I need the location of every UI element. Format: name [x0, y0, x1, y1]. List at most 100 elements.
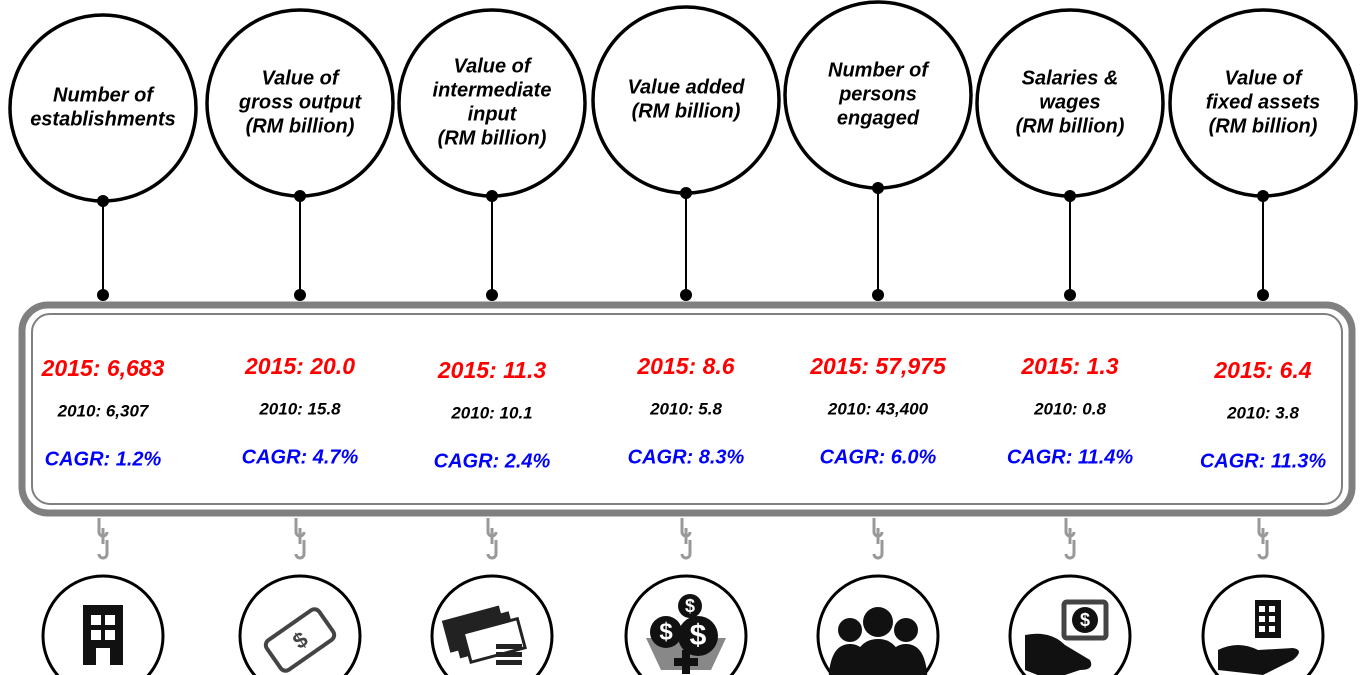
cagr: CAGR: 4.7% — [242, 446, 359, 468]
icon-shape — [1061, 599, 1109, 641]
icon-shape — [1269, 616, 1275, 622]
chain — [1064, 518, 1076, 560]
icon-shape — [650, 616, 682, 648]
icon-shape — [1259, 616, 1265, 622]
icon — [441, 605, 527, 665]
label-line: Salaries & — [1022, 67, 1119, 89]
cagr: CAGR: 8.3% — [628, 446, 745, 468]
icon-shape — [96, 648, 110, 665]
label-line: persons — [838, 83, 917, 105]
label-line: engaged — [837, 107, 920, 129]
cagr: CAGR: 2.4% — [434, 450, 551, 472]
value-2010: 2010: 43,400 — [827, 399, 929, 418]
icon-shape — [1072, 607, 1098, 633]
chain — [680, 518, 692, 560]
dot — [486, 190, 498, 202]
cagr: CAGR: 11.4% — [1007, 446, 1134, 468]
chain — [97, 518, 109, 560]
dot — [1257, 289, 1269, 301]
label-line: Value of — [453, 55, 532, 77]
label-line: Value of — [1224, 67, 1303, 89]
icon-shape — [674, 650, 698, 674]
label-line: fixed assets — [1206, 91, 1321, 113]
icon-shape — [1218, 645, 1299, 675]
dot — [680, 187, 692, 199]
value-2010: 2010: 10.1 — [450, 403, 532, 422]
dot — [1064, 289, 1076, 301]
icon-shape — [91, 630, 101, 640]
dot — [97, 195, 109, 207]
chain — [486, 518, 498, 560]
label-line: Value of — [261, 67, 340, 89]
icon: $ — [1025, 599, 1109, 675]
icon-shape — [496, 644, 522, 649]
value-2010: 2010: 6,307 — [57, 401, 150, 420]
value-2015: 2015: 11.3 — [437, 357, 546, 383]
cagr: CAGR: 11.3% — [1200, 450, 1327, 472]
dot — [486, 289, 498, 301]
dot — [294, 289, 306, 301]
label-line: (RM billion) — [246, 115, 355, 137]
label-line: (RM billion) — [1016, 115, 1125, 137]
label-line: Value added — [627, 76, 745, 98]
label-line: gross output — [238, 91, 363, 113]
icon-shape: $ — [685, 596, 695, 616]
value-2010: 2010: 5.8 — [649, 399, 722, 418]
label-line: wages — [1039, 91, 1100, 113]
icon-shape — [1259, 626, 1265, 632]
icon-shape — [1269, 606, 1275, 612]
icon-shape — [105, 630, 115, 640]
label-line: input — [468, 103, 518, 125]
label-line: Number of — [828, 59, 930, 81]
cagr: CAGR: 6.0% — [820, 446, 937, 468]
label-line: (RM billion) — [1209, 115, 1318, 137]
icon-shape — [1025, 633, 1092, 675]
value-2015: 2015: 6.4 — [1213, 357, 1311, 383]
icon-shape — [863, 607, 893, 637]
icon-shape — [894, 618, 918, 642]
icon-shape — [678, 594, 702, 618]
value-2010: 2010: 3.8 — [1226, 403, 1299, 422]
panel-inner — [31, 313, 1343, 505]
value-2010: 2010: 0.8 — [1033, 399, 1106, 418]
dot — [1064, 190, 1076, 202]
icon — [83, 605, 123, 665]
label-line: establishments — [30, 108, 176, 130]
icon: $ $ $ — [646, 594, 726, 674]
icon-shape — [1255, 600, 1281, 638]
icon-shape — [105, 615, 115, 625]
icon-shape: $ — [1080, 610, 1090, 630]
icon-shape — [1259, 606, 1265, 612]
chain — [294, 518, 306, 560]
value-2015: 2015: 20.0 — [244, 353, 355, 379]
label-line: Number of — [53, 84, 155, 106]
icon-shape — [678, 616, 718, 656]
cagr: CAGR: 1.2% — [45, 448, 162, 470]
dot — [97, 289, 109, 301]
value-2015: 2015: 57,975 — [809, 353, 947, 379]
dot — [1257, 190, 1269, 202]
dot — [872, 289, 884, 301]
dot — [294, 190, 306, 202]
label-line: (RM billion) — [632, 100, 741, 122]
icon-shape — [496, 660, 522, 665]
icon-shape — [91, 615, 101, 625]
icon-shape — [851, 639, 905, 675]
icon — [828, 607, 928, 675]
value-2010: 2010: 15.8 — [258, 399, 341, 418]
dot — [680, 289, 692, 301]
icon-shape — [496, 652, 522, 657]
icon-shape — [263, 607, 337, 673]
icon-shape — [1269, 626, 1275, 632]
chain — [872, 518, 884, 560]
icon-shape: $ — [690, 619, 707, 652]
icon-shape: $ — [659, 618, 673, 645]
chain — [1257, 518, 1269, 560]
label-line: intermediate — [433, 79, 552, 101]
icon-shape — [838, 618, 862, 642]
value-2015: 2015: 1.3 — [1020, 353, 1118, 379]
value-2015: 2015: 6,683 — [41, 355, 165, 381]
icon — [1218, 600, 1299, 675]
dot — [872, 182, 884, 194]
